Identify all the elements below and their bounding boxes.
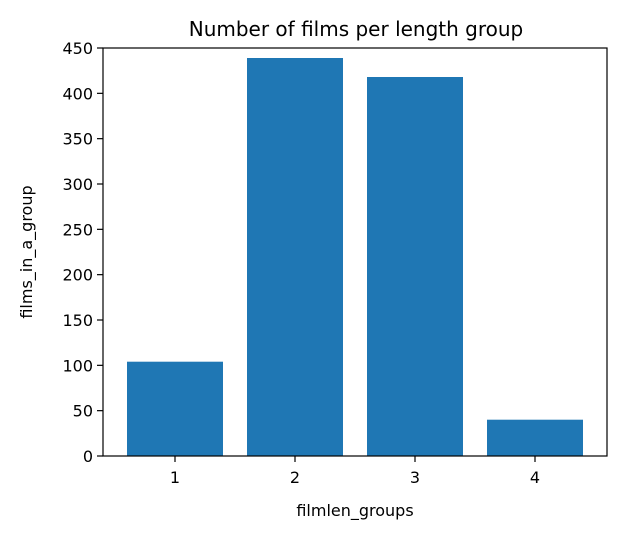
y-tick-label: 300 [62, 175, 93, 194]
x-axis-label: filmlen_groups [296, 501, 413, 521]
y-tick-label: 350 [62, 130, 93, 149]
bar-2 [247, 58, 343, 456]
bar-4 [487, 419, 583, 456]
y-tick-label: 0 [83, 447, 93, 466]
bar-3 [367, 77, 463, 456]
y-tick-label: 450 [62, 39, 93, 58]
x-tick-label: 1 [170, 468, 180, 487]
chart-title: Number of films per length group [189, 17, 524, 41]
y-tick-label: 250 [62, 220, 93, 239]
bar-1 [127, 361, 223, 456]
y-axis-ticks: 0 50 100 150 200 250 300 350 400 450 [62, 39, 103, 466]
x-tick-label: 3 [410, 468, 420, 487]
y-tick-label: 150 [62, 311, 93, 330]
x-axis-ticks: 1 2 3 4 [170, 456, 540, 487]
y-axis-label: films_in_a_group [17, 185, 37, 318]
x-tick-label: 2 [290, 468, 300, 487]
x-tick-label: 4 [530, 468, 540, 487]
bars-group [127, 58, 583, 456]
y-tick-label: 100 [62, 356, 93, 375]
y-tick-label: 400 [62, 84, 93, 103]
plot-frame [102, 47, 608, 457]
y-tick-label: 200 [62, 266, 93, 285]
y-tick-label: 50 [73, 402, 93, 421]
